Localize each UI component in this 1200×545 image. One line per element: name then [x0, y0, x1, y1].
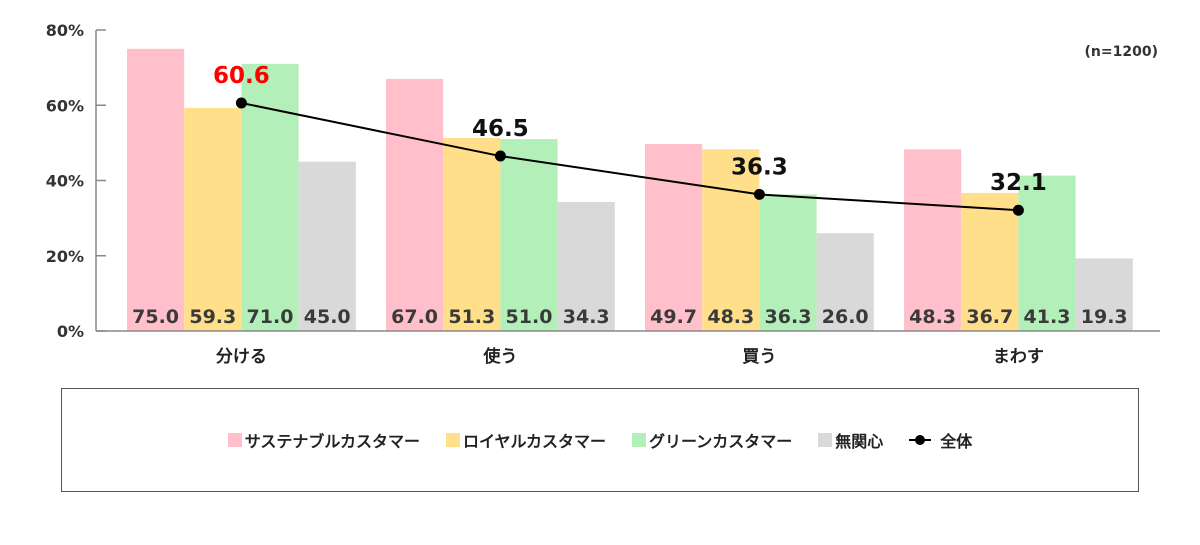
y-tick-label: 60% — [46, 96, 84, 115]
x-tick-label: 買う — [742, 347, 776, 367]
bar — [1018, 175, 1076, 331]
y-tick-label: 80% — [46, 21, 84, 40]
bar-value-label: 59.3 — [189, 306, 236, 328]
overall-point — [235, 97, 247, 109]
legend-swatch — [818, 433, 833, 447]
legend-item-indifferent: 無関心 — [818, 428, 883, 452]
x-tick-label: 使う — [482, 346, 517, 367]
legend-label: サステナブルカスタマー — [244, 432, 420, 451]
bar-value-label: 71.0 — [247, 306, 294, 328]
bar — [702, 149, 760, 331]
bar — [184, 107, 242, 331]
bar-value-label: 48.3 — [707, 306, 754, 328]
y-tick-label: 20% — [46, 247, 84, 266]
bar-value-label: 19.3 — [1081, 306, 1128, 328]
bar-value-label: 51.0 — [506, 306, 553, 328]
overall-value-label: 32.1 — [990, 170, 1047, 196]
overall-value-label: 60.6 — [213, 63, 270, 89]
legend-item-green: グリーンカスタマー — [632, 428, 792, 452]
legend-line-marker — [909, 435, 932, 445]
bar — [1075, 258, 1133, 331]
legend-label: ロイヤルカスタマー — [462, 432, 606, 451]
bar — [557, 201, 615, 331]
legend-item-loyal: ロイヤルカスタマー — [445, 428, 606, 452]
bar — [961, 192, 1019, 331]
bar-value-label: 51.3 — [448, 306, 495, 328]
legend-swatch — [445, 433, 460, 447]
legend-label: 全体 — [940, 432, 973, 451]
overall-point — [494, 150, 506, 162]
bar-value-label: 75.0 — [132, 306, 179, 328]
legend-item-overall: 全体 — [909, 428, 972, 452]
bar-value-label: 48.3 — [909, 306, 956, 328]
legend-label: 無関心 — [835, 432, 884, 451]
bar — [645, 144, 703, 331]
overall-line — [241, 102, 1019, 212]
bar — [298, 161, 356, 331]
bar-value-label: 41.3 — [1024, 306, 1071, 328]
bar-value-label: 45.0 — [304, 306, 351, 328]
bar — [386, 78, 444, 331]
bar — [500, 139, 558, 331]
bar — [759, 194, 817, 331]
legend: サステナブルカスタマー ロイヤルカスタマー グリーンカスタマー 無関心 全体 — [61, 388, 1139, 492]
bar-value-label: 26.0 — [822, 306, 869, 328]
overall-value-label: 46.5 — [472, 116, 529, 142]
bar-value-label: 67.0 — [391, 306, 438, 328]
y-tick-label: 0% — [57, 322, 84, 341]
bar — [127, 48, 185, 331]
bar-value-label: 36.3 — [765, 306, 812, 328]
bar-value-label: 49.7 — [650, 306, 697, 328]
legend-label: グリーンカスタマー — [649, 432, 793, 451]
legend-item-sustainable: サステナブルカスタマー — [227, 428, 420, 452]
overall-point — [753, 188, 765, 200]
bar-value-label: 34.3 — [563, 306, 610, 328]
bar — [443, 137, 501, 331]
bar — [816, 233, 874, 331]
overall-point — [1012, 204, 1024, 216]
legend-swatch — [227, 433, 242, 447]
x-tick-label: まわす — [993, 347, 1044, 367]
y-tick-label: 40% — [46, 172, 84, 191]
overall-value-label: 36.3 — [731, 154, 788, 180]
sample-size-note: (n=1200) — [1084, 44, 1158, 60]
legend-swatch — [632, 433, 646, 447]
bar — [904, 149, 962, 331]
bar-value-label: 36.7 — [966, 306, 1013, 328]
x-tick-label: 分ける — [216, 347, 267, 367]
